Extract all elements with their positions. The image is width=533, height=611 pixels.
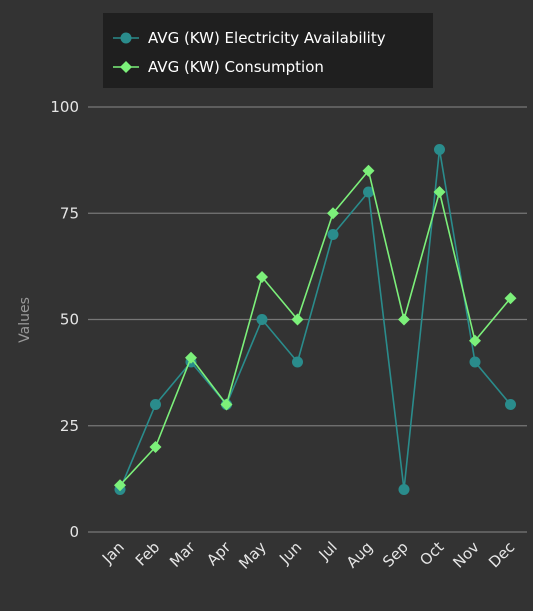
legend-marker-availability bbox=[120, 32, 132, 44]
grid-lines bbox=[88, 106, 527, 533]
legend-label-availability: AVG (KW) Electricity Availability bbox=[148, 29, 386, 47]
data-point bbox=[150, 399, 161, 410]
legend-label-consumption: AVG (KW) Consumption bbox=[148, 58, 324, 76]
data-point bbox=[327, 207, 339, 220]
series-layer bbox=[114, 144, 517, 495]
x-tick-label: Aug bbox=[343, 538, 376, 571]
x-tick-label: Jul bbox=[315, 538, 341, 564]
y-tick-label: 0 bbox=[69, 523, 79, 541]
x-tick-label: Apr bbox=[203, 538, 235, 570]
x-tick-label: Feb bbox=[132, 538, 164, 570]
series-line bbox=[119, 149, 512, 490]
data-point bbox=[398, 313, 410, 326]
data-point bbox=[220, 398, 233, 411]
x-tick-label: Jan bbox=[98, 538, 128, 568]
data-point bbox=[291, 313, 304, 326]
y-axis-ticks: 0 25 50 75 100 bbox=[50, 98, 79, 541]
x-axis-ticks: Jan Feb Mar Apr May Jun Jul Aug Sep Oct Nov Dec bbox=[98, 538, 518, 573]
data-point bbox=[434, 144, 445, 155]
x-tick-label: Dec bbox=[485, 538, 518, 571]
y-tick-label: 25 bbox=[60, 417, 79, 435]
data-point bbox=[469, 356, 481, 368]
series-line bbox=[119, 169, 512, 486]
data-point bbox=[256, 314, 268, 325]
data-point bbox=[504, 292, 517, 305]
x-tick-label: Jun bbox=[275, 538, 305, 568]
data-point bbox=[398, 484, 410, 495]
y-axis-title: Values bbox=[17, 297, 33, 343]
data-point bbox=[505, 399, 516, 410]
y-tick-label: 75 bbox=[60, 204, 79, 222]
data-point bbox=[327, 229, 339, 240]
data-point bbox=[256, 271, 268, 283]
data-point bbox=[433, 186, 446, 198]
legend: AVG (KW) Electricity Availability AVG (K… bbox=[103, 13, 433, 88]
data-point bbox=[149, 441, 162, 453]
data-point bbox=[114, 479, 126, 492]
data-point bbox=[185, 351, 197, 364]
x-tick-label: Oct bbox=[416, 538, 447, 569]
data-point bbox=[362, 164, 375, 177]
data-point bbox=[363, 186, 374, 198]
y-tick-label: 100 bbox=[50, 98, 79, 116]
x-tick-label: Mar bbox=[166, 538, 199, 571]
x-tick-label: Nov bbox=[449, 538, 483, 572]
x-tick-label: Sep bbox=[379, 538, 412, 571]
x-tick-label: May bbox=[235, 538, 270, 573]
y-tick-label: 50 bbox=[60, 311, 79, 329]
legend-marker-consumption bbox=[120, 61, 132, 73]
legend-box bbox=[103, 13, 433, 88]
data-point bbox=[469, 334, 481, 347]
data-point bbox=[292, 356, 303, 368]
